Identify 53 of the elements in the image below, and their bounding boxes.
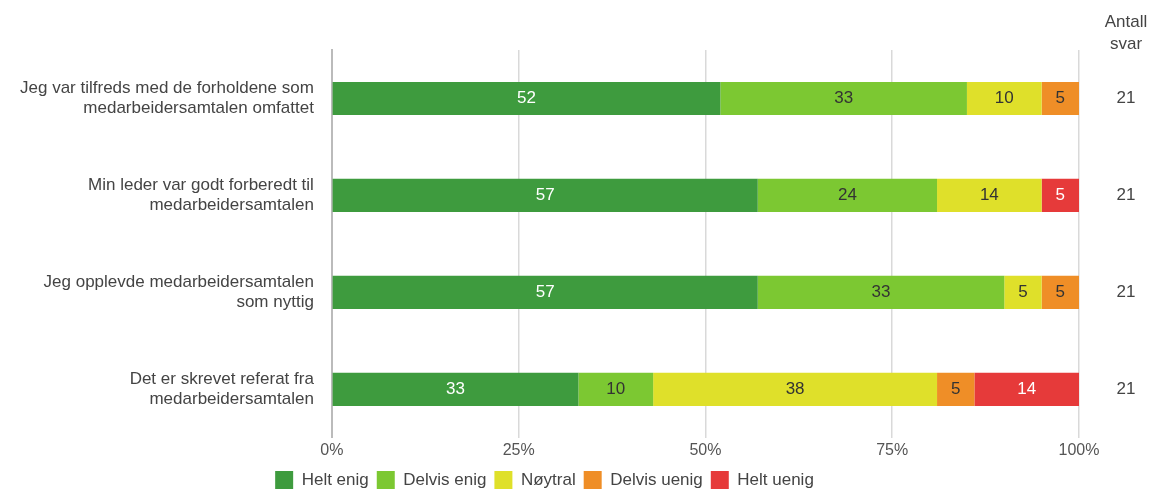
data-label: 14 xyxy=(1017,379,1037,399)
bar xyxy=(332,81,721,116)
data-label: 33 xyxy=(446,379,465,399)
text: 21 xyxy=(1116,379,1136,399)
data-label: 5 xyxy=(1055,282,1066,302)
data-label: 33 xyxy=(834,88,854,108)
data-label: 10 xyxy=(994,88,1014,108)
bar xyxy=(1004,275,1042,309)
legend-label: Delvis enig xyxy=(403,469,487,489)
data-label: 57 xyxy=(535,185,555,205)
y-tick-label: Jeg opplevde medarbeidersamtalen som nyttig xyxy=(43,271,314,312)
bar xyxy=(1041,275,1079,309)
text: 21 xyxy=(1116,185,1136,205)
data-label: 33 xyxy=(871,282,891,302)
data-label: 10 xyxy=(606,379,626,399)
bar xyxy=(332,275,758,309)
x-tick-label: 25% xyxy=(502,440,535,458)
y-tick-label: Det er skrevet referat fra medarbeidersamtalen xyxy=(129,368,315,409)
legend-label: Helt enig xyxy=(301,469,369,489)
legend-label: Helt uenig xyxy=(737,469,814,489)
text: 21 xyxy=(1116,282,1136,302)
legend-label: Delvis uenig xyxy=(610,469,703,489)
bar xyxy=(653,372,938,406)
bar xyxy=(966,81,1042,116)
data-label: 38 xyxy=(785,379,805,399)
x-tick-label: 0% xyxy=(320,440,344,458)
bar xyxy=(757,275,1005,309)
data-label: 24 xyxy=(837,185,857,205)
bar xyxy=(332,372,579,406)
legend-label: Nøytral xyxy=(520,469,576,489)
data-label: 52 xyxy=(517,88,536,108)
y-tick-label: Min leder var godt forberedt til medarbeidersamtalen xyxy=(88,174,314,215)
bar xyxy=(937,372,975,406)
text: Antall svar xyxy=(1104,11,1148,53)
bar xyxy=(1041,81,1079,116)
data-label: 14 xyxy=(979,185,999,205)
x-tick-label: 100% xyxy=(1058,440,1100,458)
bar xyxy=(974,372,1079,406)
y-tick-label: Jeg var tilfreds med de forholdene som medarbeidersamtalen omfattet xyxy=(20,77,315,118)
data-label: 5 xyxy=(1055,185,1066,205)
bar xyxy=(578,372,654,406)
bar xyxy=(757,178,938,212)
bar xyxy=(937,178,1042,212)
data-label: 5 xyxy=(1018,282,1028,302)
text: 21 xyxy=(1116,88,1136,108)
data-label: 57 xyxy=(535,282,555,302)
bar xyxy=(1041,178,1079,212)
bar xyxy=(720,81,967,116)
bar xyxy=(332,178,758,212)
data-label: 5 xyxy=(1055,88,1066,108)
x-tick-label: 50% xyxy=(689,440,722,458)
data-label: 5 xyxy=(950,379,961,399)
x-tick-label: 75% xyxy=(876,440,909,458)
